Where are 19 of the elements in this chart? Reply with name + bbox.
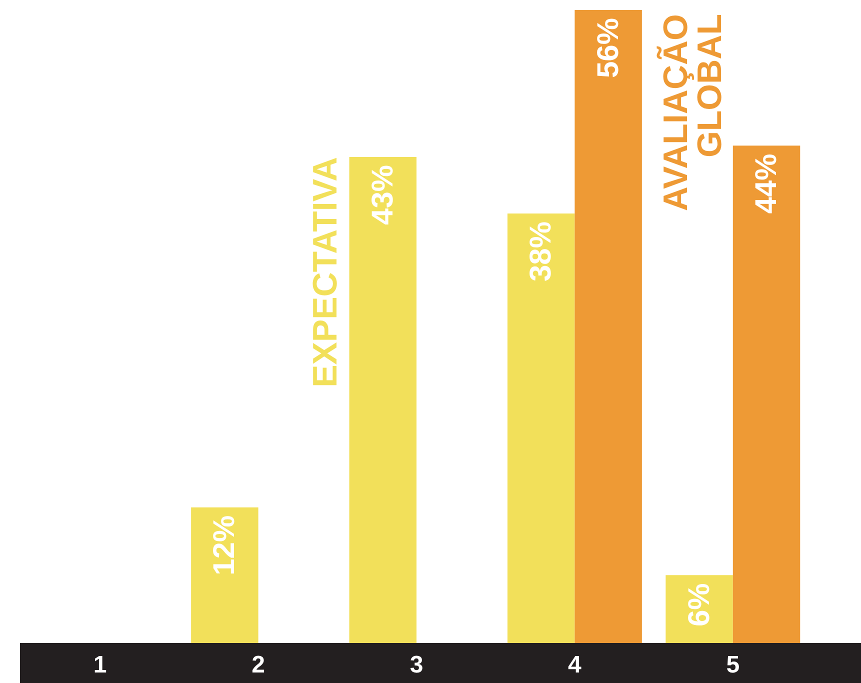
bar bbox=[191, 507, 258, 643]
data-label: 12% bbox=[208, 515, 242, 576]
bar bbox=[507, 213, 575, 643]
x-tick-label: 4 bbox=[568, 652, 582, 678]
data-label: 56% bbox=[592, 18, 625, 78]
data-label: 43% bbox=[366, 164, 400, 225]
bar bbox=[666, 575, 733, 643]
x-tick-label: 5 bbox=[726, 652, 740, 678]
x-tick-label: 1 bbox=[93, 652, 107, 678]
text: AVALIAÇÃO GLOBAL bbox=[656, 14, 729, 212]
x-tick-label: 3 bbox=[410, 652, 424, 678]
data-label: 6% bbox=[682, 583, 716, 627]
bar bbox=[574, 10, 642, 643]
text: EXPECTATIVA bbox=[306, 156, 344, 388]
bar bbox=[349, 156, 416, 643]
data-label: 44% bbox=[750, 154, 784, 214]
bar bbox=[732, 146, 800, 643]
data-label: 38% bbox=[524, 221, 558, 282]
x-tick-label: 2 bbox=[252, 652, 265, 678]
